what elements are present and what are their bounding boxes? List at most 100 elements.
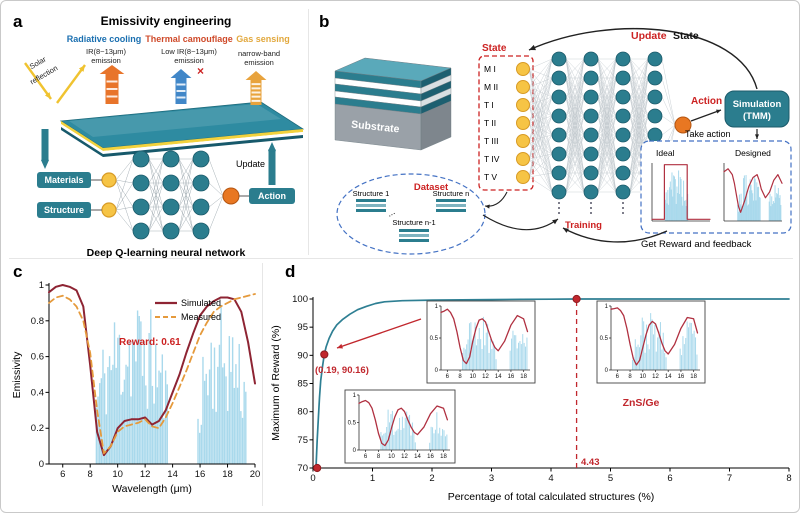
svg-text:12: 12 [401, 454, 408, 460]
svg-text:6: 6 [667, 473, 672, 484]
state-item-label: T II [484, 118, 496, 128]
svg-text:12: 12 [140, 469, 151, 480]
app-label-thermal-camouflage: Thermal camouflage [145, 34, 233, 44]
svg-text:0: 0 [353, 448, 357, 454]
svg-text:1: 1 [353, 393, 357, 399]
svg-text:0.5: 0.5 [430, 336, 439, 342]
svg-text:0.2: 0.2 [31, 423, 44, 434]
d-yaxis-label: Maximum of Reward (%) [270, 325, 282, 441]
substrate-label: Substrate [351, 119, 401, 136]
svg-text:14: 14 [167, 469, 178, 480]
svg-text:20: 20 [250, 469, 261, 480]
material-label: ZnS/Ge [623, 397, 660, 409]
d-xaxis-label: Percentage of total calculated structure… [448, 491, 655, 503]
svg-text:3: 3 [489, 473, 494, 484]
svg-text:70: 70 [297, 463, 308, 474]
svg-text:2: 2 [429, 473, 434, 484]
svg-text:14: 14 [414, 454, 421, 460]
state-label: State [482, 43, 507, 54]
panel-d-tag: d [285, 262, 295, 281]
svg-text:5: 5 [608, 473, 613, 484]
reward-annotation: Reward: 0.61 [119, 337, 181, 348]
gas-sensing-subline-1: narrow-band [238, 49, 280, 58]
simulation-box-label-2: (TMM) [743, 111, 771, 122]
update-state-word-state: State [673, 30, 699, 42]
update-label: Update [236, 159, 265, 169]
c-yaxis-label: Emissivity [11, 351, 23, 398]
app-label-gas-sensing: Gas sensing [236, 34, 290, 44]
svg-text:100: 100 [292, 294, 308, 305]
action-label: Action [691, 96, 722, 107]
dataset-item-label: Structure n [433, 189, 470, 198]
svg-text:18: 18 [440, 454, 447, 460]
svg-text:80: 80 [297, 407, 308, 418]
svg-text:10: 10 [469, 374, 476, 380]
ideal-plot-label: Ideal [656, 148, 675, 158]
svg-text:16: 16 [427, 454, 434, 460]
svg-text:8: 8 [628, 374, 632, 380]
legend-measured-label: Measured [181, 312, 221, 322]
svg-text:12: 12 [482, 374, 489, 380]
dataset-ellipsis: ... [385, 206, 397, 218]
designed-plot-label: Designed [735, 148, 771, 158]
thermal-camouflage-subline-2: emission [174, 56, 204, 65]
panel-c-tag: c [13, 262, 22, 281]
radiative-cooling-subline-2: emission [91, 56, 121, 65]
c-xaxis-label: Wavelength (μm) [112, 483, 192, 495]
svg-text:0: 0 [310, 473, 315, 484]
state-item-label: T V [484, 172, 497, 182]
svg-text:14: 14 [665, 374, 672, 380]
svg-text:8: 8 [458, 374, 462, 380]
state-item-label: M II [484, 82, 498, 92]
svg-text:95: 95 [297, 322, 308, 333]
panel-a-title: Emissivity engineering [101, 14, 232, 28]
panel-c: 6 8 10 12 14 16 18 20 0 0.2 0.4 0.6 0.8 1 c Wavelengt… [11, 262, 261, 495]
svg-text:1: 1 [370, 473, 375, 484]
svg-text:10: 10 [388, 454, 395, 460]
svg-text:0: 0 [39, 459, 44, 470]
svg-text:8: 8 [786, 473, 791, 484]
training-label: Training [565, 220, 602, 231]
action-box-label: Action [258, 191, 286, 201]
structure-box-label: Structure [44, 205, 84, 215]
thermal-camouflage-subline-1: Low IR(8~13μm) [161, 47, 217, 56]
vline-label: 4.43 [581, 457, 600, 468]
svg-text:1: 1 [435, 304, 439, 310]
svg-text:0.4: 0.4 [31, 387, 44, 398]
dataset-item-label: Structure 1 [353, 189, 390, 198]
svg-text:8: 8 [88, 469, 93, 480]
svg-text:6: 6 [616, 374, 620, 380]
svg-text:16: 16 [678, 374, 685, 380]
svg-text:85: 85 [297, 379, 308, 390]
svg-text:6: 6 [446, 374, 450, 380]
radiative-cooling-subline-1: IR(8~13μm) [86, 47, 126, 56]
state-item-label: M I [484, 64, 496, 74]
svg-text:18: 18 [520, 374, 527, 380]
suppressed-emission-mark: × [197, 64, 204, 78]
svg-text:14: 14 [495, 374, 502, 380]
panel-b-tag: b [319, 12, 329, 31]
svg-text:90: 90 [297, 350, 308, 361]
panel-a: a Emissivity engineering Radiative cooli… [13, 12, 305, 259]
svg-text:10: 10 [639, 374, 646, 380]
panel-divider-bottom [262, 263, 263, 506]
get-reward-feedback-label: Get Reward and feedback [641, 239, 752, 250]
svg-text:6: 6 [364, 454, 368, 460]
svg-text:0.5: 0.5 [348, 421, 357, 427]
dataset-label: Dataset [414, 182, 449, 193]
panel-divider-top [308, 9, 309, 255]
svg-text:1: 1 [605, 304, 609, 310]
svg-text:0.5: 0.5 [600, 336, 609, 342]
panel-divider-middle [9, 258, 793, 259]
svg-text:0.6: 0.6 [31, 352, 44, 363]
svg-text:7: 7 [727, 473, 732, 484]
svg-text:4: 4 [548, 473, 553, 484]
panel-b: b Substrate State M I M II T I T II T II… [319, 12, 792, 255]
state-item-label: T I [484, 100, 494, 110]
dataset-item-label: Structure n-1 [392, 218, 435, 227]
simulation-box-label-1: Simulation [733, 99, 782, 110]
svg-text:0: 0 [435, 368, 439, 374]
